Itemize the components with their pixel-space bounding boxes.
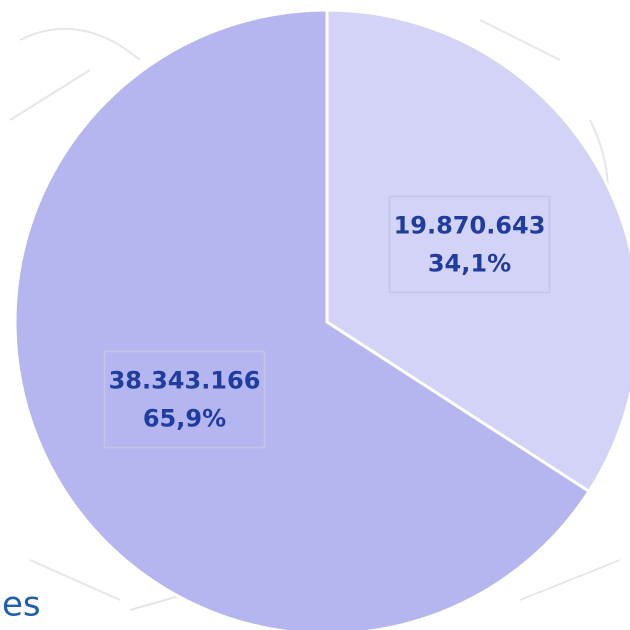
data-label: 38.343.166 65,9% <box>103 350 266 449</box>
data-label: 19.870.643 34,1% <box>388 195 551 294</box>
label-box <box>388 195 551 294</box>
pie <box>13 8 630 630</box>
value-label: 19.870.643 <box>394 211 546 239</box>
background-sketch <box>9 19 621 611</box>
labels: 19.870.643 34,1% 38.343.166 65,9% <box>103 195 551 449</box>
pie-slice <box>13 8 592 630</box>
value-label: 38.343.166 <box>109 367 261 395</box>
percent-label: 34,1% <box>428 249 511 277</box>
percent-label: 65,9% <box>143 405 226 433</box>
sketch-lines <box>9 19 621 611</box>
footer-text: es <box>2 585 41 625</box>
label-box <box>103 350 266 449</box>
